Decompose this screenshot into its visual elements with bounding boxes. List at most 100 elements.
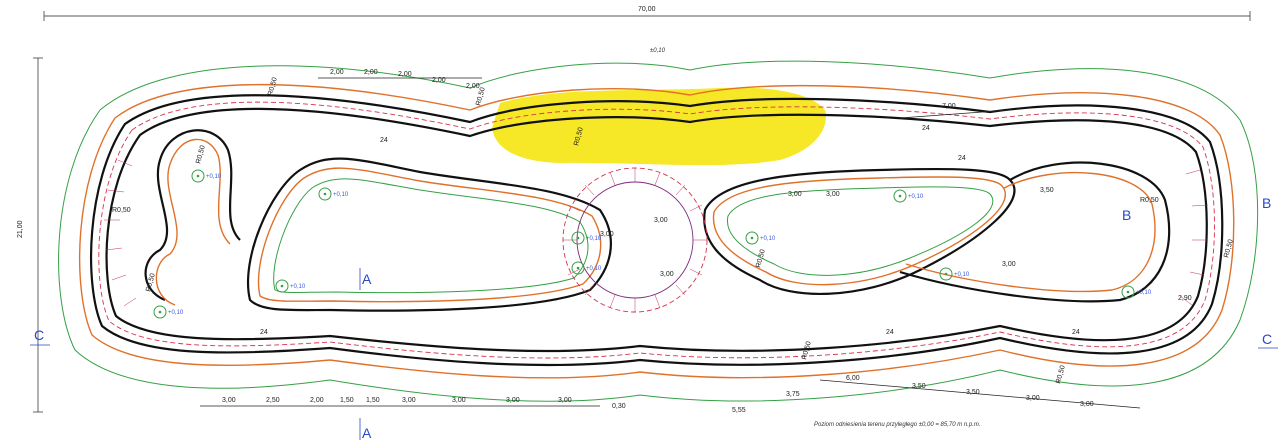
section-a-bottom-label: A: [362, 425, 372, 441]
elevation-marker: +0,10: [318, 187, 349, 201]
slope-label: 24: [260, 329, 268, 336]
mid-dim-2: 3,00: [654, 217, 668, 224]
radius-5: R0,50: [475, 87, 487, 107]
elevation-marker: +0,10: [893, 189, 924, 203]
radius-1: R0,50: [267, 77, 279, 97]
top-dim-3: 2,00: [398, 71, 412, 78]
right-dim: 2,90: [1178, 295, 1192, 302]
right-island-contour: [726, 186, 994, 276]
right-island-edge: [703, 167, 1016, 296]
central-crossing-fan: [562, 167, 708, 313]
svg-text:+0,10: +0,10: [290, 284, 306, 290]
section-c-right-label: C: [1262, 331, 1272, 347]
spot-height-label: ±0,10: [650, 48, 666, 54]
elevation-marker: +0,10: [275, 279, 306, 293]
mid-dim-5: 3,00: [826, 191, 840, 198]
bottom-dim-8: 3,00: [506, 397, 520, 404]
radius-10: R0,50: [801, 341, 813, 361]
radius-2: R0,50: [195, 145, 207, 165]
highlight-region: [492, 87, 826, 166]
top-dimension-chain: 2,00 2,00 2,00 2,00 2,00 7,00: [318, 69, 1011, 119]
section-c-left-label: C: [34, 327, 44, 343]
bottom-misc-1: 0,30: [612, 403, 626, 410]
bottom-right-dim-1: 6,00: [846, 375, 860, 382]
elevation-marker: +0,10: [1121, 285, 1152, 299]
top-dim-2: 2,00: [364, 69, 378, 76]
bottom-dim-5: 1,50: [366, 397, 380, 404]
top-dim-5: 2,00: [466, 83, 480, 90]
radius-6: R0,50: [573, 127, 585, 147]
svg-text:+0,10: +0,10: [954, 272, 970, 278]
radius-4: R0,50: [145, 273, 157, 293]
outer-contour: [58, 60, 1259, 402]
elevation-marker: +0,10: [939, 267, 970, 281]
slope-labels: 24 24 24 24 24 24: [260, 125, 1080, 336]
overall-width-dimension: 70,00: [43, 6, 1251, 21]
mid-dim-4: 3,00: [788, 191, 802, 198]
svg-text:+0,10: +0,10: [168, 310, 184, 316]
svg-text:+0,10: +0,10: [333, 192, 349, 198]
outer-track-line: [89, 94, 1224, 367]
bottom-right-dim-5: 3,00: [1080, 401, 1094, 408]
section-b-label: B: [1262, 195, 1271, 211]
elevation-marker: +0,10: [191, 169, 222, 183]
right-island-edge-orange: [712, 176, 1006, 286]
bottom-dim-6: 3,00: [402, 397, 416, 404]
elevation-marker: +0,10: [571, 231, 602, 245]
elevation-points: +0,10 +0,10 +0,10 +0,10 +0,10 +0,10 +0,1…: [153, 169, 1152, 319]
left-island-edge-orange: [257, 167, 602, 303]
bottom-dimension-chain: 3,00 2,50 2,00 1,50 1,50 3,00 3,00 3,00 …: [200, 375, 1141, 414]
top-dim-1: 2,00: [330, 69, 344, 76]
svg-text:+0,10: +0,10: [586, 266, 602, 272]
radius-8: R0,50: [1140, 197, 1159, 204]
bottom-dim-7: 3,00: [452, 397, 466, 404]
radius-9: R0,50: [1223, 239, 1235, 259]
svg-text:+0,10: +0,10: [586, 236, 602, 242]
left-inner-loop-edge: [155, 138, 231, 306]
mid-dim-1: 3,00: [600, 231, 614, 238]
top-dim-4: 2,00: [432, 77, 446, 84]
overall-width-label: 70,00: [638, 6, 656, 13]
outer-track-line-2: [105, 107, 1208, 353]
svg-text:+0,10: +0,10: [908, 194, 924, 200]
radius-labels: R0,50 R0,50 R0,50 R0,50 R0,50 R0,50 R0,5…: [112, 77, 1235, 385]
slope-label: 24: [922, 125, 930, 132]
right-loop-b-edge: [905, 171, 1156, 293]
mid-dim-6: 3,50: [1040, 187, 1054, 194]
left-island-contour: [273, 178, 589, 294]
mid-dim-7: 3,00: [1002, 261, 1016, 268]
bottom-dim-2: 2,50: [266, 397, 280, 404]
svg-text:+0,10: +0,10: [1136, 290, 1152, 296]
right-loop-b: [899, 161, 1171, 303]
outer-edge-orange: [78, 83, 1235, 379]
left-inner-loop: [144, 129, 241, 302]
bottom-misc-3: 3,75: [786, 391, 800, 398]
elevation-marker: +0,10: [153, 305, 184, 319]
left-island-edge: [246, 157, 612, 312]
section-b-inner-label: B: [1122, 207, 1131, 223]
radius-3: R0,50: [112, 207, 131, 214]
radius-7: R0,50: [755, 249, 767, 269]
slope-label: 24: [1072, 329, 1080, 336]
bottom-right-dim-4: 3,00: [1026, 395, 1040, 402]
section-markers: A A B B C C: [30, 195, 1278, 441]
elevation-marker: +0,10: [745, 231, 776, 245]
bottom-right-dim-3: 3,50: [966, 389, 980, 396]
overall-height-dimension: 21,00: [17, 57, 43, 413]
slope-label: 24: [886, 329, 894, 336]
bottom-dim-4: 1,50: [340, 397, 354, 404]
mid-dim-3: 3,00: [660, 271, 674, 278]
left-loop-fan: [104, 159, 1209, 307]
svg-text:+0,10: +0,10: [760, 236, 776, 242]
radius-11: R0,50: [1055, 365, 1067, 385]
top-right-dim: 7,00: [942, 103, 956, 110]
outer-dash-line: [98, 101, 1215, 359]
elevation-marker: +0,10: [571, 261, 602, 275]
slope-label: 24: [958, 155, 966, 162]
bottom-misc-2: 5,55: [732, 407, 746, 414]
svg-text:+0,10: +0,10: [206, 174, 222, 180]
bottom-dim-3: 2,00: [310, 397, 324, 404]
bottom-right-dim-2: 3,50: [912, 383, 926, 390]
slope-label: 24: [380, 137, 388, 144]
section-a-top-label: A: [362, 271, 372, 287]
